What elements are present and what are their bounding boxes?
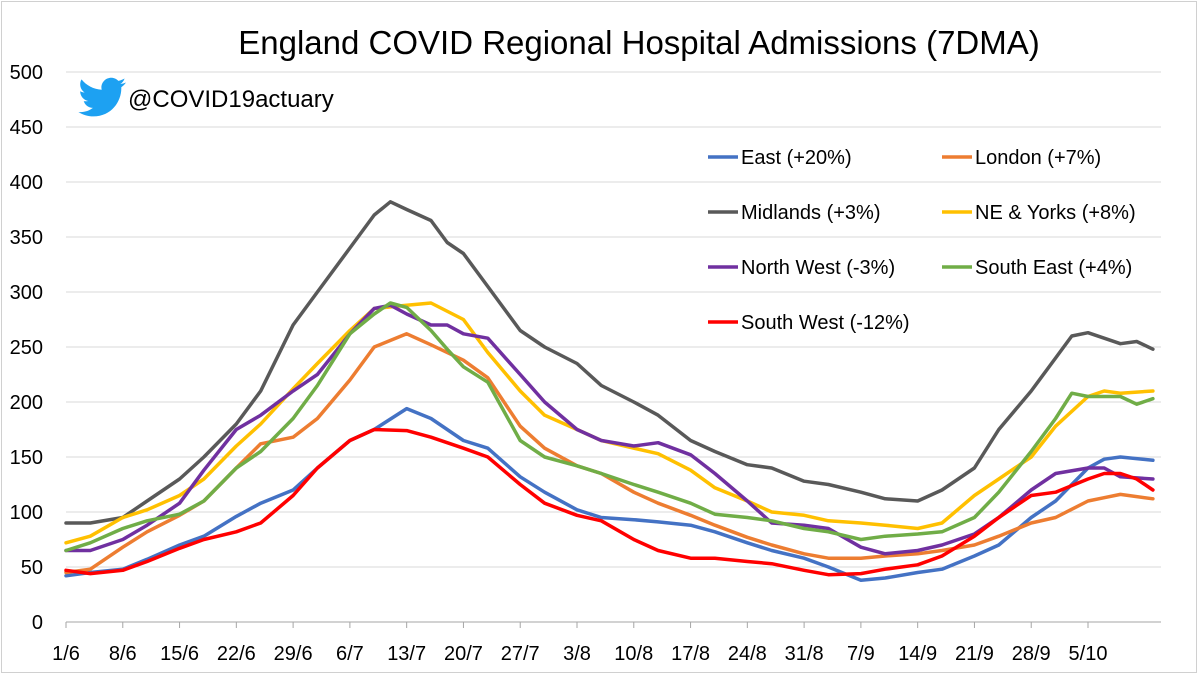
series-line-ne-yorks	[64, 301, 1155, 545]
x-tick-label: 24/8	[728, 643, 767, 665]
x-tick-label: 17/8	[671, 643, 710, 665]
x-tick-label: 29/6	[274, 643, 313, 665]
x-tick-label: 3/8	[563, 643, 591, 665]
x-tick-label: 22/6	[217, 643, 256, 665]
legend-label-midlands: Midlands (+3%)	[741, 202, 881, 224]
series-lines	[64, 200, 1155, 582]
legend-label-south-west: South West (-12%)	[741, 312, 910, 334]
x-axis-ticks: 1/6 8/6 15/6 22/6 29/6 6/7 13/7 20/7 27/7 3/8 10/8…	[52, 622, 1107, 665]
chart-title: England COVID Regional Hospital Admissio…	[238, 24, 1040, 61]
x-tick-label: 8/6	[109, 643, 137, 665]
series-line-south-east	[64, 301, 1155, 553]
series-line-south-west	[64, 427, 1155, 577]
y-tick-label: 200	[10, 392, 43, 414]
legend: East (+20%) London (+7%) Midlands (+3%) NE …	[708, 147, 1136, 334]
x-tick-label: 28/9	[1012, 643, 1051, 665]
x-tick-label: 6/7	[336, 643, 364, 665]
y-axis-ticks: 0 50 100 150 200 250 300 350 400 450 500	[10, 62, 43, 634]
legend-label-east: East (+20%)	[741, 147, 852, 169]
x-tick-label: 15/6	[160, 643, 199, 665]
x-tick-label: 31/8	[785, 643, 824, 665]
x-tick-label: 13/7	[387, 643, 426, 665]
y-tick-label: 450	[10, 117, 43, 139]
twitter-bird-icon	[78, 77, 127, 117]
y-tick-label: 0	[32, 612, 43, 634]
y-tick-label: 400	[10, 172, 43, 194]
series-line-east	[64, 406, 1155, 582]
x-tick-label: 14/9	[898, 643, 937, 665]
twitter-logo	[78, 77, 127, 117]
legend-label-london: London (+7%)	[975, 147, 1101, 169]
y-tick-label: 350	[10, 227, 43, 249]
legend-label-ne-yorks: NE & Yorks (+8%)	[975, 202, 1136, 224]
series-line-london	[64, 332, 1155, 575]
y-tick-label: 300	[10, 282, 43, 304]
y-tick-label: 500	[10, 62, 43, 84]
y-tick-label: 50	[21, 557, 43, 579]
y-tick-label: 150	[10, 447, 43, 469]
x-tick-label: 27/7	[501, 643, 540, 665]
y-tick-label: 250	[10, 337, 43, 359]
legend-label-north-west: North West (-3%)	[741, 257, 895, 279]
twitter-handle: @COVID19actuary	[128, 86, 334, 113]
x-tick-label: 21/9	[955, 643, 994, 665]
x-tick-label: 20/7	[444, 643, 483, 665]
x-tick-label: 1/6	[52, 643, 80, 665]
legend-label-south-east: South East (+4%)	[975, 257, 1132, 279]
x-tick-label: 7/9	[847, 643, 875, 665]
y-tick-label: 100	[10, 502, 43, 524]
x-tick-label: 5/10	[1069, 643, 1108, 665]
series-line-midlands	[64, 200, 1155, 525]
x-tick-label: 10/8	[614, 643, 653, 665]
